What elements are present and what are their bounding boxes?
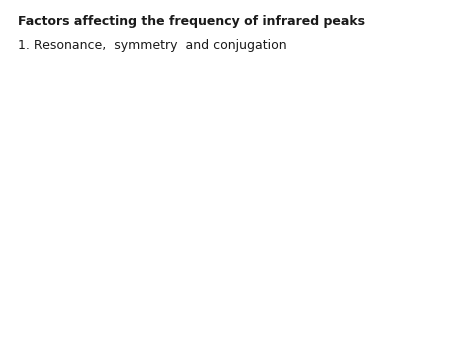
Text: Factors affecting the frequency of infrared peaks: Factors affecting the frequency of infra…: [18, 15, 365, 28]
Text: 1. Resonance,  symmetry  and conjugation: 1. Resonance, symmetry and conjugation: [18, 39, 287, 52]
